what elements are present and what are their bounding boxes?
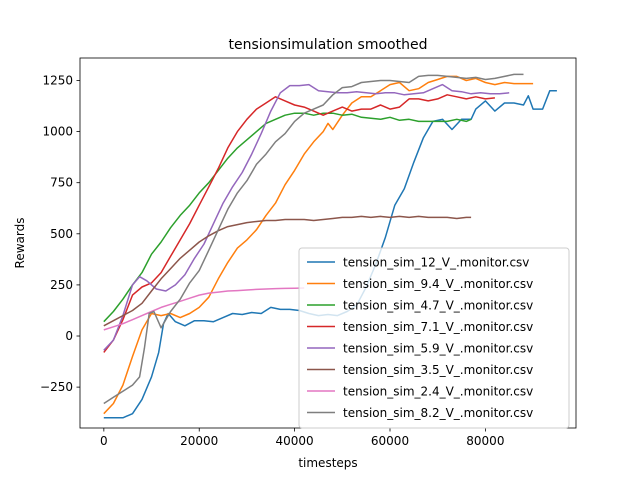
chart-title: tensionsimulation smoothed (229, 37, 428, 53)
y-tick-label-4: 750 (50, 176, 73, 190)
legend-label-1: tension_sim_9.4_V_.monitor.csv (343, 277, 533, 291)
x-tick-label-2: 40000 (276, 434, 314, 448)
y-tick-label-6: 1250 (42, 73, 73, 87)
x-tick-label-0: 0 (100, 434, 108, 448)
y-tick-label-1: 0 (65, 329, 73, 343)
legend-label-0: tension_sim_12_V_.monitor.csv (343, 256, 529, 270)
y-axis-ticks: −250 0 250 500 750 1000 1250 (40, 73, 80, 394)
series-line-7 (103, 73, 524, 405)
y-axis-title: Rewards (13, 218, 27, 269)
series-line-4 (103, 83, 510, 351)
legend-label-4: tension_sim_5.9_V_.monitor.csv (343, 342, 533, 356)
legend: tension_sim_12_V_.monitor.csv tension_sim… (298, 247, 570, 429)
x-tick-label-1: 20000 (180, 434, 218, 448)
legend-label-5: tension_sim_3.5_V_.monitor.csv (343, 363, 533, 377)
x-tick-label-4: 80000 (466, 434, 504, 448)
y-tick-label-2: 250 (50, 278, 73, 292)
legend-label-2: tension_sim_4.7_V_.monitor.csv (343, 299, 533, 313)
plot-lines (103, 73, 557, 419)
legend-label-6: tension_sim_2.4_V_.monitor.csv (343, 385, 533, 399)
legend-label-7: tension_sim_8.2_V_.monitor.csv (343, 406, 533, 420)
legend-box (298, 247, 570, 429)
x-tick-label-3: 60000 (371, 434, 409, 448)
series-line-6 (103, 287, 305, 331)
y-tick-label-0: −250 (40, 380, 73, 394)
x-axis-ticks: 0 20000 40000 60000 80000 (100, 428, 504, 448)
series-line-5 (103, 215, 472, 327)
series-line-2 (103, 112, 472, 323)
y-tick-label-5: 1000 (42, 125, 73, 139)
series-line-3 (103, 94, 495, 353)
legend-label-3: tension_sim_7.1_V_.monitor.csv (343, 320, 533, 334)
x-axis-title: timesteps (298, 456, 357, 470)
y-tick-label-3: 500 (50, 227, 73, 241)
